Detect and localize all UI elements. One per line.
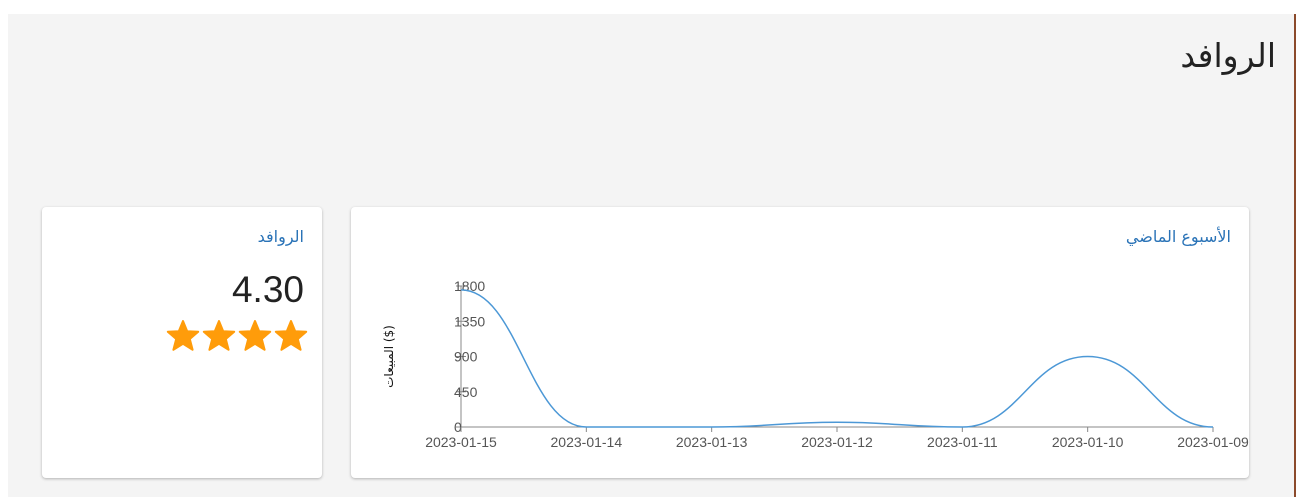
sales-card-title[interactable]: الأسبوع الماضي (1125, 227, 1231, 246)
rating-stars (166, 319, 308, 353)
x-tick-label: 2023-01-13 (676, 434, 748, 450)
x-tick-label: 2023-01-10 (1052, 434, 1124, 450)
y-tick-label: 0 (454, 419, 462, 435)
x-tick-label: 2023-01-11 (927, 434, 998, 450)
star-icon (166, 320, 200, 351)
x-tick-label: 2023-01-15 (425, 434, 497, 450)
page-title: الروافد (1180, 36, 1276, 75)
rating-card: الروافد 4.30 (42, 207, 322, 478)
star-icon (202, 320, 236, 351)
x-tick-label: 2023-01-14 (551, 434, 623, 450)
y-axis-label: المبيعات ($) (382, 325, 396, 388)
y-tick-label: 450 (454, 384, 478, 400)
x-tick-label: 2023-01-12 (801, 434, 873, 450)
star-icon (274, 320, 308, 351)
sales-card: الأسبوع الماضي 0 450 900 1350 1800 2023-01-15… (351, 207, 1249, 478)
sales-series-line (460, 289, 1214, 428)
y-tick-label: 1350 (454, 313, 485, 329)
right-border (1294, 14, 1296, 497)
star-icon (238, 320, 272, 351)
rating-card-title[interactable]: الروافد (257, 227, 304, 246)
x-tick-label: 2023-01-09 (1177, 434, 1249, 450)
rating-value: 4.30 (231, 269, 304, 310)
page-background: الروافد الأسبوع الماضي 0 450 900 1350 1800 20… (8, 14, 1294, 497)
y-tick-label: 900 (454, 349, 478, 365)
